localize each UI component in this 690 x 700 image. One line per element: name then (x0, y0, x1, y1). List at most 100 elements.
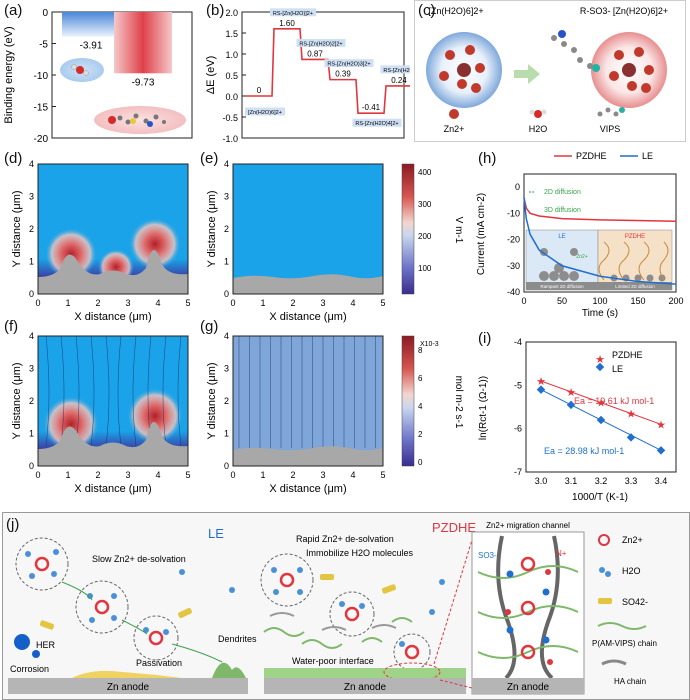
h-anno-2d: 2D diffusion (544, 189, 581, 196)
map-e-field (233, 164, 383, 294)
map-xtick-label: 5 (380, 470, 385, 480)
cbar2-tick: 2 (418, 430, 423, 439)
map-ytick-label: 4 (29, 331, 34, 341)
map-xtick-label: 5 (185, 298, 190, 308)
a-ytick-label: -5 (39, 40, 48, 51)
h-xtick-label: 0 (521, 296, 526, 306)
panel-label-c: (c) (418, 2, 436, 19)
panel-label-d: (d) (4, 150, 23, 167)
panel-label-e: (e) (200, 150, 219, 167)
map-xtick-label: 4 (155, 298, 160, 308)
b-step-state: [Zn(H2O)6]2+ (248, 110, 282, 116)
cbar2-unit: mol m-2 s-1 (453, 376, 464, 429)
b-ytick-label: 1.5 (225, 29, 238, 39)
map-xtick-label: 4 (155, 470, 160, 480)
c-left-label: [Zn(H2O)6]2+ (428, 6, 483, 16)
i-point-pzdhe: ★ (626, 409, 636, 421)
map-ytick-label: 3 (29, 192, 34, 202)
f-flux-line (90, 335, 95, 447)
j-channel-title: Zn2+ migration channel (486, 521, 570, 530)
j-legend-pam: P(AM-VIPS) chain (592, 639, 657, 648)
j-her: HER (36, 640, 56, 650)
a-ytick-label: 0 (42, 8, 48, 19)
i-legend-le: LE (612, 364, 623, 374)
i-ytick-label: -5 (514, 380, 522, 390)
map-xlabel: X distance (μm) (269, 311, 346, 323)
f-flux-line (132, 335, 137, 447)
inset-zn-label: Zn2+ (576, 254, 588, 260)
cbar2-tick: 8 (418, 346, 423, 355)
dendrite-shape (212, 662, 246, 678)
map-xtick-label: 3 (320, 470, 325, 480)
panel-c-frame (414, 0, 686, 142)
h-xtick-label: 150 (630, 296, 645, 306)
map-xtick-label: 1 (260, 298, 265, 308)
map-ytick-label: 4 (29, 159, 34, 169)
panel-label-a: (a) (4, 2, 23, 19)
i-xtick-label: 3.0 (535, 476, 548, 486)
arrow-right-icon (514, 64, 540, 84)
h-anno-3d: 3D diffusion (544, 207, 581, 214)
c-legend-h2o: H2O (529, 124, 548, 134)
passivation-layer (72, 670, 182, 678)
h-ytick-label: -40 (507, 287, 520, 297)
a-ytick-label: -15 (34, 103, 49, 114)
map-ytick-label: 3 (29, 364, 34, 374)
h-ytick-label: -20 (507, 235, 520, 245)
h-xtick-label: 50 (557, 296, 567, 306)
panel-label-h: (h) (478, 150, 497, 167)
i-xlabel: 1000/T (K-1) (572, 492, 628, 503)
j-immobilize: Immobilize H2O molecules (306, 548, 414, 558)
cbar1-unit: V m-1 (453, 217, 464, 244)
j-pzdhe-title: PZDHE (432, 520, 476, 535)
b-ytick-label: 0.0 (225, 92, 238, 102)
map-ylabel: Y distance (μm) (206, 190, 218, 267)
h-series-line (523, 197, 677, 285)
map-xtick-label: 2 (290, 298, 295, 308)
b-ytick-label: -1.0 (222, 134, 238, 144)
map-xtick-label: 0 (230, 298, 235, 308)
a-ytick-label: -10 (34, 71, 49, 82)
j-legend-zn: Zn2+ (622, 535, 643, 545)
h-xtick-label: 100 (592, 296, 607, 306)
i-ea-le: Ea = 28.98 kJ mol-1 (544, 446, 624, 456)
i-ea-pzdhe: Ea = 19.61 kJ mol-1 (574, 396, 654, 406)
map-ytick-label: 2 (224, 396, 229, 406)
map-ytick-label: 1 (224, 429, 229, 439)
panel-label-b: (b) (206, 2, 225, 19)
map-xlabel: X distance (μm) (74, 483, 151, 495)
b-ytick-label: 1.0 (225, 50, 238, 60)
i-point-pzdhe: ★ (596, 398, 606, 410)
i-point-pzdhe: ★ (566, 387, 576, 399)
b-step-value: 0.39 (335, 70, 351, 79)
c-legend-zn: Zn2+ (444, 124, 465, 134)
b-step-state: RS-[Zn(H2O)4]2+ (355, 121, 398, 127)
j-shell-1 (15, 537, 69, 591)
h-ylabel: Current (mA cm-2) (476, 193, 487, 275)
a-bar (114, 12, 172, 74)
substrate-f (38, 421, 188, 466)
f-flux-line (177, 335, 182, 447)
j-le-title: LE (208, 526, 224, 541)
cbar2-scale: X10-3 (420, 341, 439, 348)
panel-label-i: (i) (478, 330, 492, 347)
map-xtick-label: 0 (230, 470, 235, 480)
map-xtick-label: 3 (125, 298, 130, 308)
chart-a: 0 -5 -10 -15 -20 Binding energy (eV) -3.91 -9… (3, 8, 193, 145)
cbar1-tick: 400 (418, 168, 432, 177)
j-shell-2 (75, 580, 129, 634)
map-xtick-label: 1 (260, 470, 265, 480)
i-point-le (656, 446, 666, 455)
i-ytick-label: -6 (514, 424, 522, 434)
j-zn-anode-right (472, 678, 584, 694)
b-step-value: -0.41 (362, 103, 381, 112)
h-ytick-label: 0 (515, 182, 520, 192)
f-flux-line (162, 335, 167, 447)
h-legend-pzdhe: PZDHE (576, 151, 607, 161)
map-ytick-label: 2 (224, 224, 229, 234)
inset-le-caption: Rampant 2D diffusion (540, 284, 584, 289)
i-xtick-label: 3.3 (625, 476, 638, 486)
panel-label-g: (g) (200, 318, 219, 335)
map-xtick-label: 1 (65, 298, 70, 308)
